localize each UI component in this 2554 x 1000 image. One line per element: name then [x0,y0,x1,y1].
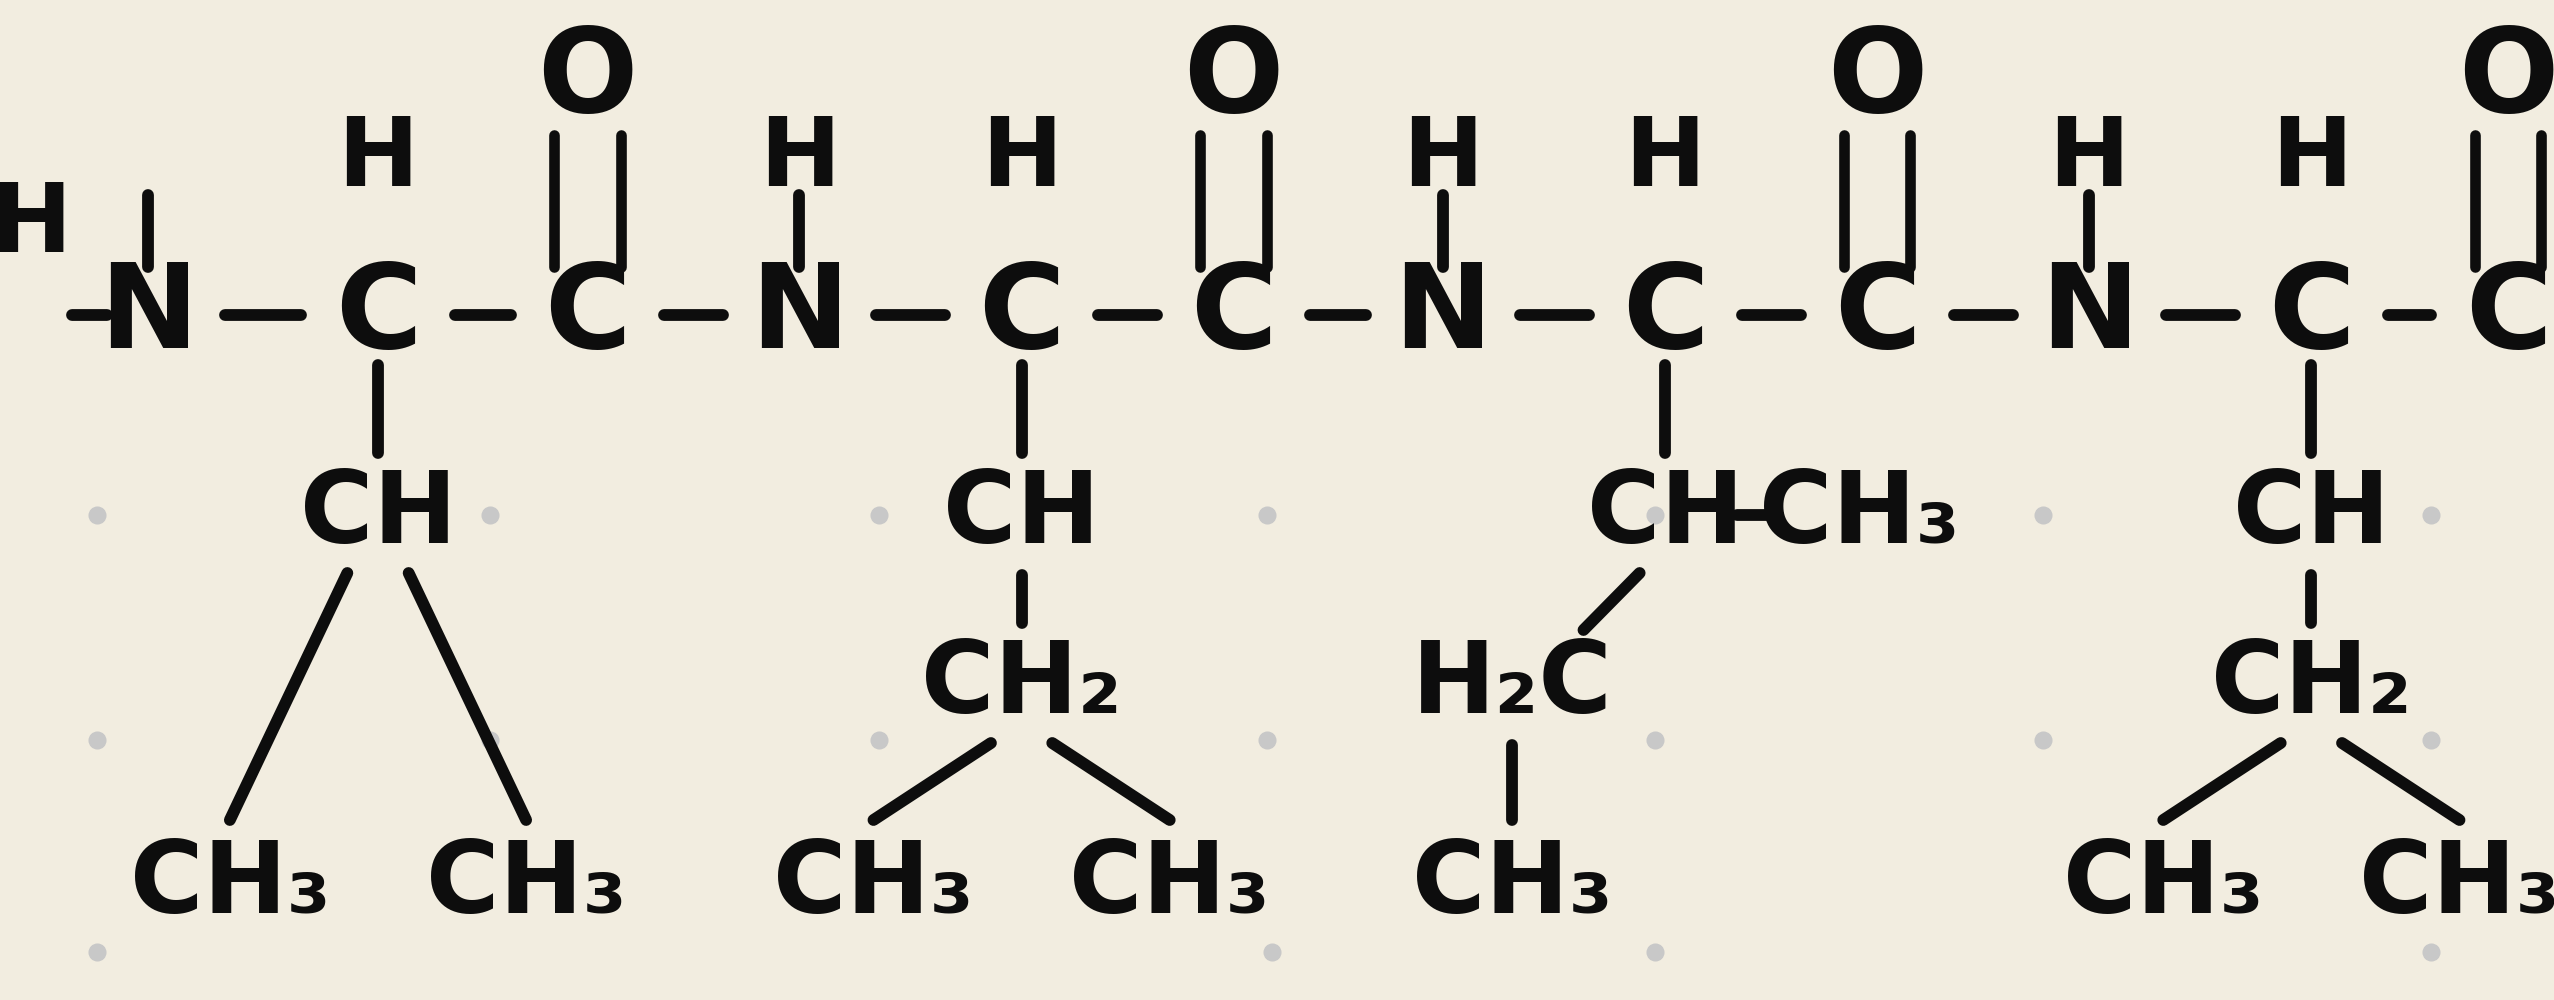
Text: CH: CH [299,466,457,564]
Text: C: C [1190,257,1277,372]
Text: N: N [2041,257,2138,372]
Text: H: H [337,113,419,206]
Text: H: H [981,113,1062,206]
Text: N: N [751,257,848,372]
Text: O: O [536,22,638,137]
Text: CH₃: CH₃ [427,836,626,934]
Text: CH: CH [1586,466,1744,564]
Text: H: H [2048,113,2130,206]
Text: C: C [1622,257,1709,372]
Text: CH: CH [942,466,1101,564]
Text: O: O [1183,22,1285,137]
Text: C: C [2465,257,2551,372]
Text: H: H [0,178,72,271]
Text: O: O [1826,22,1928,137]
Text: CH: CH [2232,466,2391,564]
Text: CH₃: CH₃ [2360,836,2554,934]
Text: H₂C: H₂C [1412,637,1612,734]
Text: H: H [1624,113,1706,206]
Text: CH₃: CH₃ [130,836,329,934]
Text: C: C [978,257,1065,372]
Text: H: H [2271,113,2352,206]
Text: C: C [544,257,631,372]
Text: H: H [1402,113,1484,206]
Text: O: O [2457,22,2554,137]
Text: C: C [2268,257,2355,372]
Text: H: H [759,113,840,206]
Text: CH₂: CH₂ [2212,637,2411,734]
Text: CH₂: CH₂ [922,637,1121,734]
Text: N: N [100,257,197,372]
Text: C: C [1834,257,1921,372]
Text: C: C [335,257,421,372]
Text: CH₃: CH₃ [1070,836,1269,934]
Text: CH₃: CH₃ [1760,466,1959,564]
Text: CH₃: CH₃ [2064,836,2263,934]
Text: N: N [1394,257,1492,372]
Text: CH₃: CH₃ [1412,836,1612,934]
Text: CH₃: CH₃ [774,836,973,934]
